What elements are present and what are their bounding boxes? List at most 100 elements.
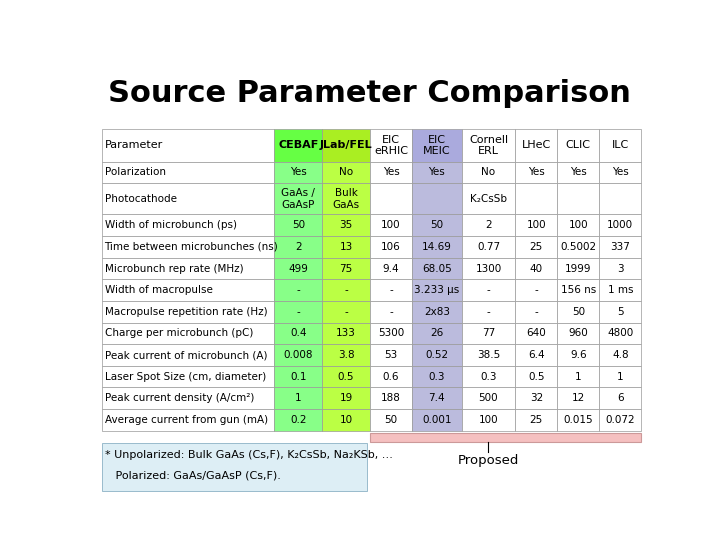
Text: 53: 53 [384, 350, 397, 360]
Bar [370, 301, 412, 322]
Bar [323, 409, 370, 431]
Text: Yes: Yes [570, 167, 587, 178]
Text: 4800: 4800 [607, 328, 634, 339]
Text: 9.6: 9.6 [570, 350, 587, 360]
Bar [274, 388, 323, 409]
Bar [516, 183, 557, 214]
Bar [274, 258, 323, 279]
Text: 0.6: 0.6 [383, 372, 400, 382]
Text: 0.4: 0.4 [290, 328, 307, 339]
Text: -: - [344, 285, 348, 295]
Bar [370, 279, 412, 301]
Text: 1999: 1999 [565, 264, 592, 274]
Text: EIC
MEIC: EIC MEIC [423, 134, 451, 156]
Text: 7.4: 7.4 [428, 393, 445, 403]
Text: 0.001: 0.001 [422, 415, 451, 425]
Bar [412, 183, 462, 214]
Text: Average current from gun (mA): Average current from gun (mA) [104, 415, 268, 425]
Bar [599, 388, 642, 409]
Bar [599, 236, 642, 258]
Bar [370, 366, 412, 388]
Text: 32: 32 [530, 393, 543, 403]
Bar [599, 161, 642, 183]
Text: 68.05: 68.05 [422, 264, 451, 274]
Bar [102, 183, 274, 214]
Text: 133: 133 [336, 328, 356, 339]
Bar [274, 409, 323, 431]
Bar [274, 214, 323, 236]
Text: Width of macropulse: Width of macropulse [104, 285, 212, 295]
Text: Time between microbunches (ns): Time between microbunches (ns) [104, 242, 278, 252]
Bar [557, 258, 599, 279]
Text: 4.8: 4.8 [612, 350, 629, 360]
Bar [102, 322, 274, 344]
Text: 0.072: 0.072 [606, 415, 635, 425]
Bar [412, 236, 462, 258]
Text: Yes: Yes [290, 167, 307, 178]
Text: 1: 1 [617, 372, 624, 382]
Bar [557, 161, 599, 183]
Text: Laser Spot Size (cm, diameter): Laser Spot Size (cm, diameter) [104, 372, 266, 382]
Text: No: No [482, 167, 495, 178]
Bar [462, 322, 516, 344]
Text: 0.1: 0.1 [290, 372, 307, 382]
Text: 6.4: 6.4 [528, 350, 544, 360]
Bar [599, 366, 642, 388]
Text: -: - [297, 307, 300, 317]
Text: 0.3: 0.3 [480, 372, 497, 382]
Bar [412, 258, 462, 279]
Bar [102, 301, 274, 322]
Text: 188: 188 [381, 393, 401, 403]
Text: No: No [339, 167, 354, 178]
Text: -: - [487, 307, 490, 317]
Bar [516, 214, 557, 236]
Bar [323, 344, 370, 366]
Text: 100: 100 [526, 220, 546, 230]
Text: 100: 100 [479, 415, 498, 425]
Text: Yes: Yes [382, 167, 400, 178]
Bar [462, 388, 516, 409]
Bar [370, 322, 412, 344]
Bar [370, 161, 412, 183]
Bar [412, 322, 462, 344]
Bar [462, 366, 516, 388]
Bar [557, 279, 599, 301]
Bar [462, 279, 516, 301]
Text: Proposed: Proposed [458, 454, 519, 468]
Text: 25: 25 [530, 242, 543, 252]
Text: 100: 100 [569, 220, 588, 230]
Text: Macropulse repetition rate (Hz): Macropulse repetition rate (Hz) [104, 307, 267, 317]
Text: 1000: 1000 [607, 220, 634, 230]
Bar [462, 183, 516, 214]
Bar [274, 279, 323, 301]
Text: -: - [390, 307, 393, 317]
Bar [516, 344, 557, 366]
Text: Yes: Yes [428, 167, 445, 178]
Text: 1300: 1300 [475, 264, 502, 274]
Bar [102, 214, 274, 236]
Text: 50: 50 [572, 307, 585, 317]
Text: 1: 1 [295, 393, 302, 403]
Bar [323, 236, 370, 258]
Bar [462, 236, 516, 258]
Bar [102, 161, 274, 183]
Text: Microbunch rep rate (MHz): Microbunch rep rate (MHz) [104, 264, 243, 274]
Bar [516, 388, 557, 409]
Bar [516, 366, 557, 388]
Text: -: - [534, 307, 538, 317]
Text: -: - [534, 285, 538, 295]
Text: 106: 106 [381, 242, 401, 252]
Text: 25: 25 [530, 415, 543, 425]
Bar [462, 409, 516, 431]
Bar [102, 258, 274, 279]
Bar [462, 161, 516, 183]
Text: Polarized: GaAs/GaAsP (Cs,F).: Polarized: GaAs/GaAsP (Cs,F). [105, 470, 281, 480]
Bar [323, 322, 370, 344]
Text: -: - [297, 285, 300, 295]
Text: 0.2: 0.2 [290, 415, 307, 425]
Text: 2: 2 [295, 242, 302, 252]
Text: Polarization: Polarization [104, 167, 166, 178]
Text: 0.5002: 0.5002 [560, 242, 596, 252]
Text: -: - [390, 285, 393, 295]
Bar [557, 301, 599, 322]
